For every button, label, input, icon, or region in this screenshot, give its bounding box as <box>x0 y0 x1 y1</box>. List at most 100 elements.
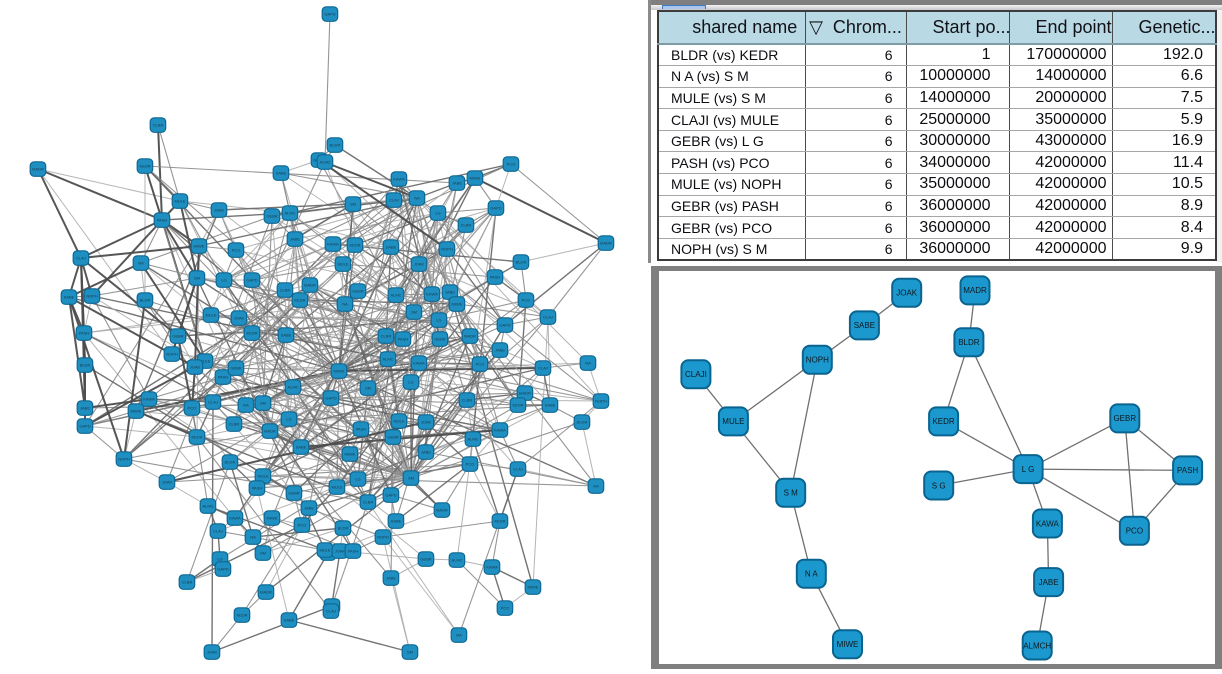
svg-text:CLAJ: CLAJ <box>543 315 553 320</box>
svg-text:NA: NA <box>250 535 256 540</box>
svg-text:MIWE: MIWE <box>837 640 859 649</box>
svg-text:MULE: MULE <box>199 359 210 364</box>
svg-text:CLAJ: CLAJ <box>213 529 223 534</box>
svg-text:NA: NA <box>593 484 599 489</box>
svg-text:ALMC: ALMC <box>451 558 462 563</box>
svg-text:SABE: SABE <box>391 519 402 524</box>
svg-text:JABE: JABE <box>290 237 300 242</box>
svg-text:GEBR: GEBR <box>352 289 363 294</box>
svg-text:JOAK: JOAK <box>335 549 346 554</box>
svg-text:SM: SM <box>408 476 414 481</box>
svg-text:NA: NA <box>585 361 591 366</box>
svg-text:ALMC: ALMC <box>382 357 393 362</box>
svg-text:KEDR: KEDR <box>246 331 257 336</box>
svg-text:LG: LG <box>221 278 226 283</box>
svg-text:JABE: JABE <box>304 506 314 511</box>
svg-text:JABE: JABE <box>452 181 462 186</box>
svg-text:KEDR: KEDR <box>191 435 202 440</box>
svg-text:MULE: MULE <box>319 548 330 553</box>
svg-text:JABE: JABE <box>445 290 455 295</box>
svg-text:MIWE: MIWE <box>528 585 539 590</box>
svg-text:CLBR: CLBR <box>462 398 473 403</box>
svg-text:SABE: SABE <box>284 618 295 623</box>
svg-text:GAPD: GAPD <box>385 493 396 498</box>
svg-text:S M: S M <box>784 489 799 498</box>
svg-text:MADR: MADR <box>519 391 531 396</box>
svg-text:KAWA: KAWA <box>426 292 438 297</box>
svg-text:LG: LG <box>286 417 291 422</box>
svg-text:SABE: SABE <box>64 295 75 300</box>
svg-text:CLAJI: CLAJI <box>685 370 707 379</box>
svg-text:PASH: PASH <box>157 218 168 223</box>
svg-text:JABE: JABE <box>421 450 431 455</box>
svg-text:CLAJ: CLAJ <box>326 609 336 614</box>
svg-text:KEDR: KEDR <box>932 417 954 426</box>
svg-text:KEDR: KEDR <box>139 164 150 169</box>
svg-text:SM: SM <box>365 386 371 391</box>
svg-text:GAPD: GAPD <box>324 12 335 17</box>
svg-text:BLDR: BLDR <box>577 420 588 425</box>
svg-text:JOAK: JOAK <box>234 316 245 321</box>
svg-text:PCO: PCO <box>188 406 197 411</box>
svg-text:MULE: MULE <box>174 199 185 204</box>
svg-text:JABE: JABE <box>80 406 90 411</box>
svg-text:NA: NA <box>342 302 348 307</box>
svg-text:SABE: SABE <box>854 321 875 330</box>
svg-text:JOAK: JOAK <box>421 420 432 425</box>
svg-text:PCO: PCO <box>501 606 510 611</box>
svg-text:CLBR: CLBR <box>182 580 193 585</box>
svg-text:KEDR: KEDR <box>512 403 523 408</box>
svg-text:KEDR: KEDR <box>294 298 305 303</box>
svg-text:BLDR: BLDR <box>140 298 151 303</box>
svg-text:MADR: MADR <box>963 286 987 295</box>
svg-text:KAWA: KAWA <box>1036 519 1060 528</box>
svg-text:GAPD: GAPD <box>499 323 510 328</box>
svg-text:SABE: SABE <box>386 245 397 250</box>
svg-text:NOPH: NOPH <box>441 247 453 252</box>
svg-text:JOAK: JOAK <box>214 208 225 213</box>
svg-text:CLAJ: CLAJ <box>389 198 399 203</box>
svg-text:ALMC: ALMC <box>284 211 295 216</box>
svg-text:MULE: MULE <box>331 485 342 490</box>
svg-text:GEBR: GEBR <box>387 435 398 440</box>
svg-text:KAWA: KAWA <box>143 397 155 402</box>
svg-text:NA: NA <box>138 261 144 266</box>
svg-text:NA: NA <box>243 403 249 408</box>
svg-text:SM: SM <box>350 202 356 207</box>
svg-text:KEDR: KEDR <box>236 613 247 618</box>
svg-text:LG: LG <box>408 380 413 385</box>
svg-text:ALMC: ALMC <box>390 293 401 298</box>
svg-text:CLAJ: CLAJ <box>76 256 86 261</box>
svg-text:KEDR: KEDR <box>349 243 360 248</box>
svg-text:GEBR: GEBR <box>172 334 183 339</box>
svg-text:LG: LG <box>435 211 440 216</box>
svg-text:GAPD: GAPD <box>217 567 228 572</box>
svg-text:CLBR: CLBR <box>461 223 472 228</box>
svg-text:CLBR: CLBR <box>363 500 374 505</box>
svg-text:L G: L G <box>1022 465 1035 474</box>
svg-text:MADR: MADR <box>464 334 476 339</box>
svg-text:MIWE: MIWE <box>334 369 345 374</box>
svg-text:SABE: SABE <box>276 171 287 176</box>
svg-text:KAWA: KAWA <box>327 242 339 247</box>
svg-text:NOPH: NOPH <box>118 457 130 462</box>
svg-text:MULE: MULE <box>337 262 348 267</box>
svg-text:MADR: MADR <box>260 590 272 595</box>
svg-text:JOAK: JOAK <box>162 480 173 485</box>
svg-text:NA: NA <box>414 196 420 201</box>
svg-text:ALMCH: ALMCH <box>1023 641 1051 650</box>
svg-text:MADR: MADR <box>304 283 316 288</box>
svg-text:ALMC: ALMC <box>319 160 330 165</box>
svg-text:JOAK: JOAK <box>896 289 918 298</box>
svg-text:PCO: PCO <box>1126 527 1143 536</box>
svg-text:MIWE: MIWE <box>345 452 356 457</box>
svg-text:MULE: MULE <box>257 474 268 479</box>
svg-text:SM: SM <box>260 401 266 406</box>
svg-text:SM: SM <box>411 310 417 315</box>
svg-text:GEBR: GEBR <box>420 557 431 562</box>
svg-text:ALMC: ALMC <box>202 504 213 509</box>
svg-text:MIWE: MIWE <box>131 409 142 414</box>
svg-text:LG: LG <box>217 557 222 562</box>
svg-text:PCO: PCO <box>522 298 531 303</box>
svg-text:BLDR: BLDR <box>958 338 980 347</box>
